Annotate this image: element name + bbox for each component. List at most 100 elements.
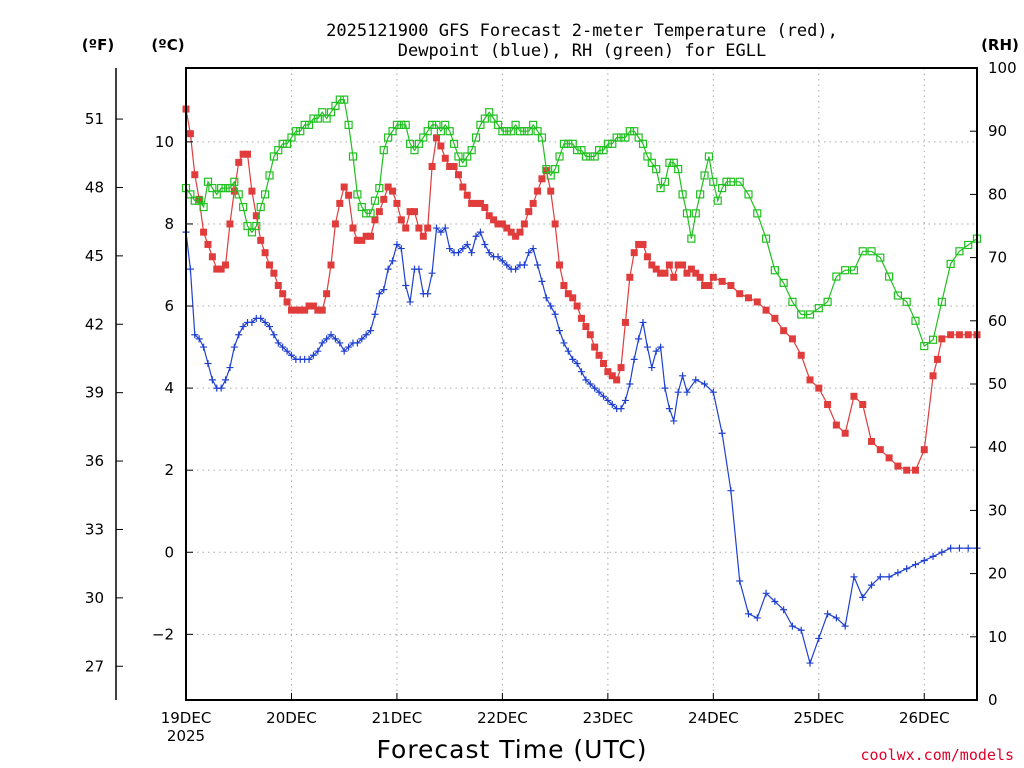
dewpoint-point <box>599 392 607 400</box>
temperature-point <box>503 224 511 232</box>
dewpoint-point <box>947 544 955 552</box>
temperature-point <box>788 335 796 343</box>
temperature-point <box>516 228 524 236</box>
rh-point <box>507 127 516 136</box>
temperature-point <box>850 392 858 400</box>
rh-point <box>379 146 388 155</box>
temperature-point <box>362 232 370 240</box>
temperature-point <box>353 236 361 244</box>
dewpoint-point <box>397 245 405 253</box>
temperature-point <box>564 290 572 298</box>
dewpoint-point <box>208 376 216 384</box>
temperature-point <box>630 249 638 257</box>
rh-point <box>234 190 243 199</box>
rh-point <box>463 152 472 161</box>
fahrenheit-tick-label: 33 <box>85 520 104 538</box>
dewpoint-point <box>635 335 643 343</box>
temperature-point <box>375 208 383 216</box>
rh-point <box>797 310 806 319</box>
dewpoint-point <box>591 384 599 392</box>
rh-point <box>704 152 714 161</box>
chart-title-line-1: 2025121900 GFS Forecast 2-meter Temperat… <box>326 21 838 41</box>
rh-point <box>660 177 670 186</box>
temperature-point <box>718 277 726 285</box>
dewpoint-point <box>762 589 770 597</box>
temperature-point <box>323 290 331 298</box>
rh-point <box>445 127 454 136</box>
dewpoint-point <box>679 372 687 380</box>
temperature-point <box>626 273 634 281</box>
rh-point <box>392 120 402 129</box>
temperature-point <box>929 372 937 380</box>
rh-point <box>217 183 226 193</box>
temperature-point <box>683 269 691 277</box>
fahrenheit-tick-label: 39 <box>85 384 104 402</box>
rh-tick-label: 70 <box>988 249 1007 267</box>
dewpoint-point <box>850 573 858 581</box>
rh-point <box>656 183 665 193</box>
temperature-point <box>670 273 678 281</box>
temperature-point <box>239 150 247 158</box>
temperature-point <box>226 220 234 228</box>
temperature-point <box>824 401 832 409</box>
dewpoint-point <box>894 569 902 577</box>
dewpoint-point <box>797 626 805 634</box>
rh-point <box>529 120 538 129</box>
temperature-point <box>186 130 194 138</box>
temperature-point <box>380 195 388 203</box>
dewpoint-point <box>538 277 546 285</box>
rh-point <box>920 341 929 351</box>
rh-point <box>524 127 533 136</box>
dewpoint-point <box>608 401 616 409</box>
temperature-series <box>182 105 981 474</box>
temperature-point <box>815 384 823 392</box>
rh-point <box>841 266 850 275</box>
dewpoint-point <box>503 261 511 269</box>
celsius-tick-label: 0 <box>164 543 174 561</box>
rh-point <box>353 190 362 199</box>
temperature-point <box>534 187 542 195</box>
temperature-point <box>349 224 357 232</box>
rh-point <box>511 120 520 129</box>
temperature-point <box>903 466 911 474</box>
dewpoint-point <box>771 598 779 606</box>
temperature-point <box>309 302 317 310</box>
rh-point <box>252 221 261 231</box>
temperature-point <box>569 294 577 302</box>
rh-point <box>682 209 692 218</box>
temperature-point <box>648 261 656 269</box>
temperature-point <box>314 306 322 314</box>
dewpoint-point <box>446 245 454 253</box>
temperature-point <box>591 343 599 351</box>
rh-point <box>893 291 903 300</box>
dewpoint-point <box>806 659 814 667</box>
fahrenheit-tick-label: 48 <box>85 178 104 196</box>
temperature-line <box>185 108 977 471</box>
rh-point <box>625 127 634 136</box>
temperature-point <box>406 208 414 216</box>
rh-point <box>546 171 555 180</box>
rh-series <box>181 95 982 351</box>
temperature-point <box>696 273 704 281</box>
x-tick-label: 26DEC <box>899 709 950 727</box>
rh-point <box>823 297 832 306</box>
dewpoint-point <box>265 323 273 331</box>
dewpoint-point <box>191 331 199 339</box>
rh-tick-label: 80 <box>988 185 1007 203</box>
rh-point <box>568 139 577 148</box>
dewpoint-point <box>402 282 410 290</box>
dewpoint-point <box>476 228 484 236</box>
rh-point <box>590 152 599 161</box>
dewpoint-point <box>560 339 568 347</box>
dewpoint-point <box>287 351 295 359</box>
rh-point <box>502 127 511 136</box>
temperature-point <box>687 265 695 273</box>
temperature-point <box>472 199 480 207</box>
dewpoint-point <box>305 355 313 363</box>
temperature-point <box>292 306 300 314</box>
rh-point <box>427 120 437 129</box>
temperature-point <box>586 331 594 339</box>
rh-point <box>388 127 397 136</box>
rh-point <box>533 127 542 136</box>
temperature-point <box>494 220 502 228</box>
